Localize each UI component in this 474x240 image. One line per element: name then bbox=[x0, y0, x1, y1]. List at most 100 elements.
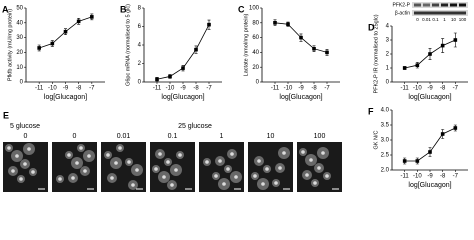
x-tick-label: -9 bbox=[298, 86, 304, 92]
panel-letter: F bbox=[368, 106, 374, 116]
nucleus bbox=[234, 175, 238, 179]
y-tick-label: 2.0 bbox=[381, 168, 390, 174]
nucleus bbox=[7, 146, 11, 150]
x-axis-label: log[Glucagon] bbox=[44, 94, 87, 101]
y-axis-label: G6pc mRNA (normalised to 5 glc) bbox=[125, 4, 131, 86]
nucleus bbox=[282, 151, 286, 155]
nucleus bbox=[253, 174, 257, 178]
y-tick-label: 10 bbox=[16, 65, 23, 71]
nucleus bbox=[79, 146, 83, 150]
nucleus bbox=[15, 154, 19, 158]
x-axis-label: log[Glucagon] bbox=[279, 94, 322, 101]
lane-label: 1 bbox=[443, 17, 446, 22]
nucleus bbox=[214, 174, 218, 178]
point bbox=[312, 46, 316, 51]
point bbox=[168, 74, 172, 79]
nucleus bbox=[301, 150, 305, 154]
y-tick-label: 60 bbox=[252, 35, 259, 41]
y-tick-label: 0 bbox=[256, 80, 260, 86]
nucleus bbox=[321, 151, 325, 155]
x-axis-label: log[Glucagon] bbox=[408, 182, 451, 189]
x-tick-label: -8 bbox=[440, 86, 446, 92]
y-tick-label: 0 bbox=[20, 80, 24, 86]
x-axis-label: log[Glucagon] bbox=[161, 94, 204, 101]
y-tick-label: 4 bbox=[386, 24, 390, 30]
y-tick-label: 40 bbox=[252, 50, 259, 56]
nucleus bbox=[278, 166, 282, 170]
group-label: 5 glucose bbox=[10, 123, 40, 130]
nucleus bbox=[19, 177, 23, 181]
blot-band bbox=[459, 3, 466, 7]
x-tick-label: -8 bbox=[440, 174, 446, 180]
y-axis-label: PFK2-P IR (normalised to 25glc) bbox=[373, 14, 379, 93]
x-tick-label: -10 bbox=[413, 174, 422, 180]
nucleus bbox=[31, 170, 35, 174]
y-axis-label: Lactate (nmol/mg protein) bbox=[243, 14, 249, 77]
nucleus bbox=[11, 169, 15, 173]
y-tick-label: 20 bbox=[252, 65, 259, 71]
x-tick-label: -7 bbox=[453, 86, 459, 92]
point bbox=[440, 43, 445, 48]
point bbox=[63, 29, 68, 34]
nucleus bbox=[114, 161, 118, 165]
nucleus bbox=[127, 160, 131, 164]
nucleus bbox=[106, 153, 110, 157]
nucleus bbox=[305, 173, 309, 177]
lane-label: 0.01 bbox=[422, 17, 431, 22]
column-label: 10 bbox=[267, 133, 275, 140]
x-tick-label: -7 bbox=[324, 86, 330, 92]
nucleus bbox=[71, 176, 75, 180]
column-label: 1 bbox=[220, 133, 224, 140]
point bbox=[428, 52, 432, 56]
point bbox=[194, 47, 198, 52]
point bbox=[181, 66, 185, 70]
blot-band bbox=[432, 3, 439, 7]
y-tick-label: 3.5 bbox=[381, 123, 390, 129]
point bbox=[90, 15, 94, 19]
blot-band bbox=[414, 11, 466, 15]
nucleus bbox=[222, 182, 226, 186]
column-label: 0 bbox=[73, 133, 77, 140]
x-tick-label: -7 bbox=[206, 86, 212, 92]
x-tick-label: -8 bbox=[311, 86, 317, 92]
y-tick-label: 6 bbox=[138, 24, 142, 30]
nucleus bbox=[118, 146, 122, 150]
y-tick-label: 2 bbox=[386, 52, 390, 58]
nucleus bbox=[87, 154, 91, 158]
group-label: 25 glucose bbox=[178, 123, 212, 130]
nucleus bbox=[27, 147, 31, 151]
y-axis-label: Pfkfb activity (mU/mg protein) bbox=[7, 9, 13, 81]
column-label: 0 bbox=[24, 133, 28, 140]
y-tick-label: 50 bbox=[16, 6, 23, 12]
point bbox=[402, 66, 407, 70]
blot-label: β-actin bbox=[395, 10, 410, 16]
nucleus bbox=[218, 159, 222, 163]
nucleus bbox=[309, 158, 313, 162]
point bbox=[415, 159, 420, 163]
lane-label: 10 bbox=[451, 17, 457, 22]
point bbox=[440, 132, 445, 136]
blot-band bbox=[441, 3, 448, 7]
nucleus bbox=[166, 160, 170, 164]
x-tick-label: -10 bbox=[413, 86, 422, 92]
nucleus bbox=[257, 159, 261, 163]
nucleus bbox=[23, 162, 27, 166]
column-label: 0.1 bbox=[168, 133, 178, 140]
nucleus bbox=[58, 177, 62, 181]
x-tick-label: -8 bbox=[193, 86, 199, 92]
point bbox=[415, 63, 420, 67]
y-tick-label: 4 bbox=[138, 43, 142, 49]
point bbox=[76, 19, 81, 24]
column-label: 100 bbox=[314, 133, 326, 140]
y-tick-label: 40 bbox=[16, 20, 23, 26]
nucleus bbox=[67, 153, 71, 157]
x-tick-label: -9 bbox=[427, 174, 433, 180]
x-tick-label: -11 bbox=[35, 86, 44, 92]
x-tick-label: -10 bbox=[284, 86, 293, 92]
point bbox=[428, 150, 432, 154]
x-tick-label: -8 bbox=[76, 86, 82, 92]
y-tick-label: 30 bbox=[16, 35, 23, 41]
